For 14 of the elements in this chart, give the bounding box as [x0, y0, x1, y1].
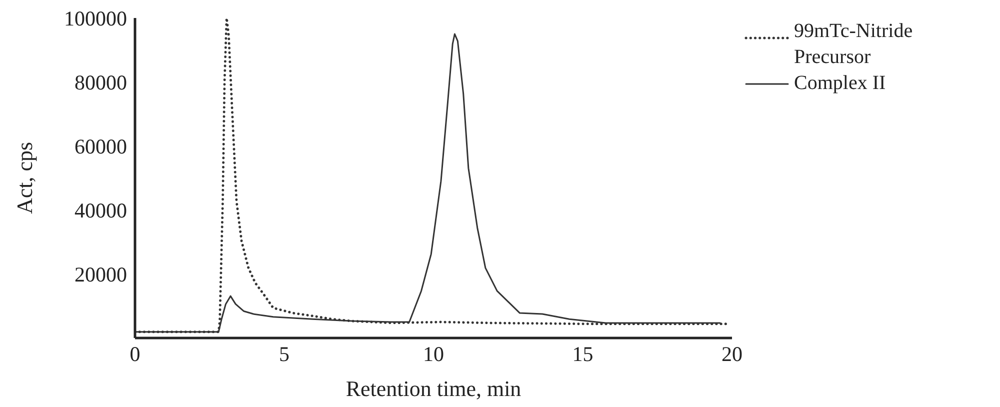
y-tick-label: 80000	[74, 70, 127, 94]
y-tick-label: 60000	[74, 134, 127, 158]
y-axis-title: Act, cps	[12, 142, 37, 214]
x-axis-title: Retention time, min	[346, 376, 522, 401]
x-tick-label: 10	[423, 342, 444, 366]
legend-label: Complex II	[793, 71, 887, 96]
legend-label: 99mTc-Nitride Precursor	[793, 19, 914, 70]
x-tick-label: 0	[130, 342, 140, 366]
x-tick-label: 5	[279, 342, 290, 366]
y-tick-label: 20000	[74, 262, 127, 286]
x-tick-label: 20	[722, 342, 742, 366]
x-tick-label: 15	[572, 342, 594, 366]
y-tick-label: 100000	[64, 6, 127, 30]
y-tick-label: 40000	[74, 198, 127, 222]
